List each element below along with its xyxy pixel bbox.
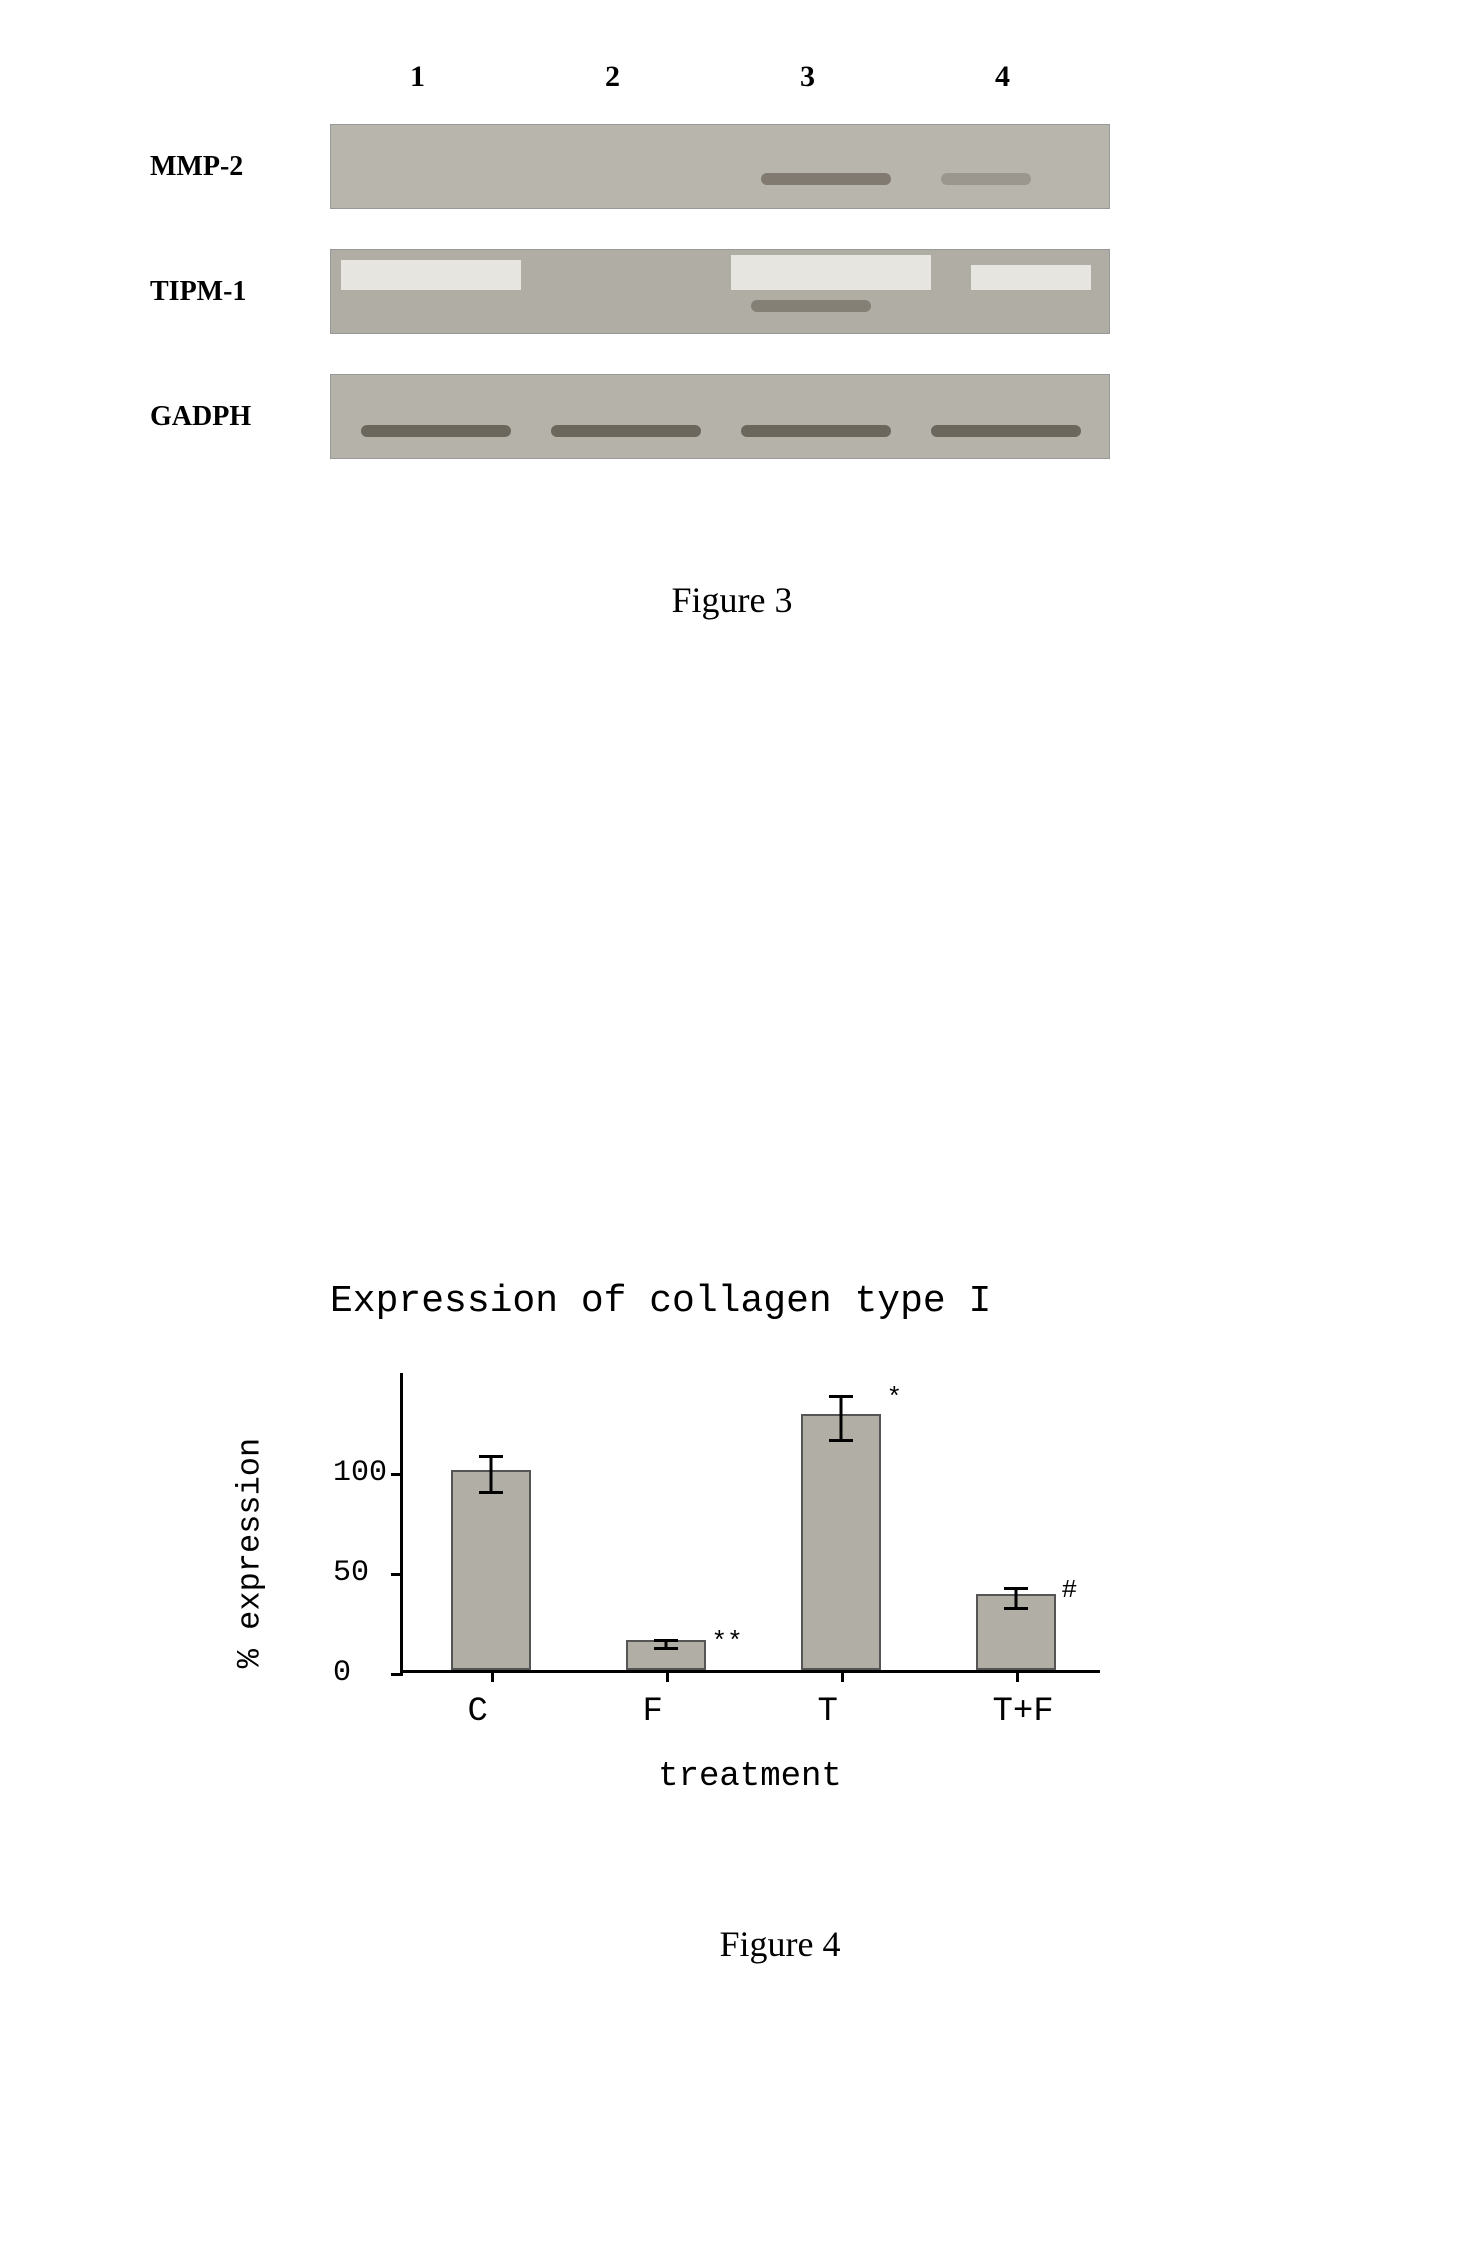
blot-band xyxy=(751,300,871,312)
bar-annotation: * xyxy=(887,1383,903,1413)
bar xyxy=(451,1470,531,1670)
blot-band xyxy=(361,425,511,437)
blot-band xyxy=(761,173,891,185)
figure-4: Expression of collagen type I % expressi… xyxy=(280,1280,1180,1965)
blot-band xyxy=(941,173,1031,185)
lane-number: 1 xyxy=(410,60,425,94)
x-label: F xyxy=(643,1693,663,1731)
blot-image xyxy=(330,124,1110,209)
bar xyxy=(801,1414,881,1670)
x-tick xyxy=(841,1670,844,1682)
blot-light-patch xyxy=(341,260,521,290)
blot-label: GADPH xyxy=(150,401,330,433)
y-tick xyxy=(391,1673,403,1676)
bar-annotation: ** xyxy=(712,1627,743,1657)
y-tick-label: 100 xyxy=(333,1456,387,1490)
x-tick xyxy=(491,1670,494,1682)
y-tick xyxy=(391,1573,403,1576)
error-cap-bottom xyxy=(479,1491,503,1494)
blot-image xyxy=(330,249,1110,334)
error-bar xyxy=(1014,1587,1017,1607)
chart-area: % expression 050100***# CFTT+F treatment xyxy=(280,1363,1130,1743)
y-tick-label: 50 xyxy=(333,1556,369,1590)
blot-image xyxy=(330,374,1110,459)
blot-band xyxy=(741,425,891,437)
error-cap-top xyxy=(479,1455,503,1458)
y-tick xyxy=(391,1473,403,1476)
lane-number: 4 xyxy=(995,60,1010,94)
x-tick xyxy=(666,1670,669,1682)
error-cap-bottom xyxy=(829,1439,853,1442)
error-cap-top xyxy=(654,1639,678,1642)
figure-3: 1 2 3 4 MMP-2 TIPM-1 GADPH Figure 3 xyxy=(150,60,1314,621)
plot-area: 050100***# xyxy=(400,1373,1100,1673)
blot-row: GADPH xyxy=(150,374,1314,459)
x-label: C xyxy=(468,1693,488,1731)
x-label: T xyxy=(818,1693,838,1731)
figure-4-caption: Figure 4 xyxy=(380,1923,1180,1965)
blot-label: TIPM-1 xyxy=(150,276,330,308)
x-axis-title: treatment xyxy=(400,1758,1100,1796)
error-cap-bottom xyxy=(1004,1607,1028,1610)
error-cap-top xyxy=(829,1395,853,1398)
error-cap-top xyxy=(1004,1587,1028,1590)
blot-row: TIPM-1 xyxy=(150,249,1314,334)
x-tick xyxy=(1016,1670,1019,1682)
bar-annotation: # xyxy=(1062,1575,1078,1605)
blot-row: MMP-2 xyxy=(150,124,1314,209)
blot-light-patch xyxy=(971,265,1091,290)
y-tick-label: 0 xyxy=(333,1656,351,1690)
error-cap-bottom xyxy=(654,1647,678,1650)
error-bar xyxy=(489,1455,492,1491)
blot-label: MMP-2 xyxy=(150,151,330,183)
lane-numbers-row: 1 2 3 4 xyxy=(410,60,1314,94)
x-label: T+F xyxy=(993,1693,1054,1731)
blot-band xyxy=(931,425,1081,437)
y-axis-label: % expression xyxy=(232,1438,269,1668)
blot-band xyxy=(551,425,701,437)
blot-light-patch xyxy=(731,255,931,290)
figure-3-caption: Figure 3 xyxy=(150,579,1314,621)
error-bar xyxy=(839,1395,842,1439)
chart-title: Expression of collagen type I xyxy=(330,1280,1180,1323)
lane-number: 2 xyxy=(605,60,620,94)
lane-number: 3 xyxy=(800,60,815,94)
